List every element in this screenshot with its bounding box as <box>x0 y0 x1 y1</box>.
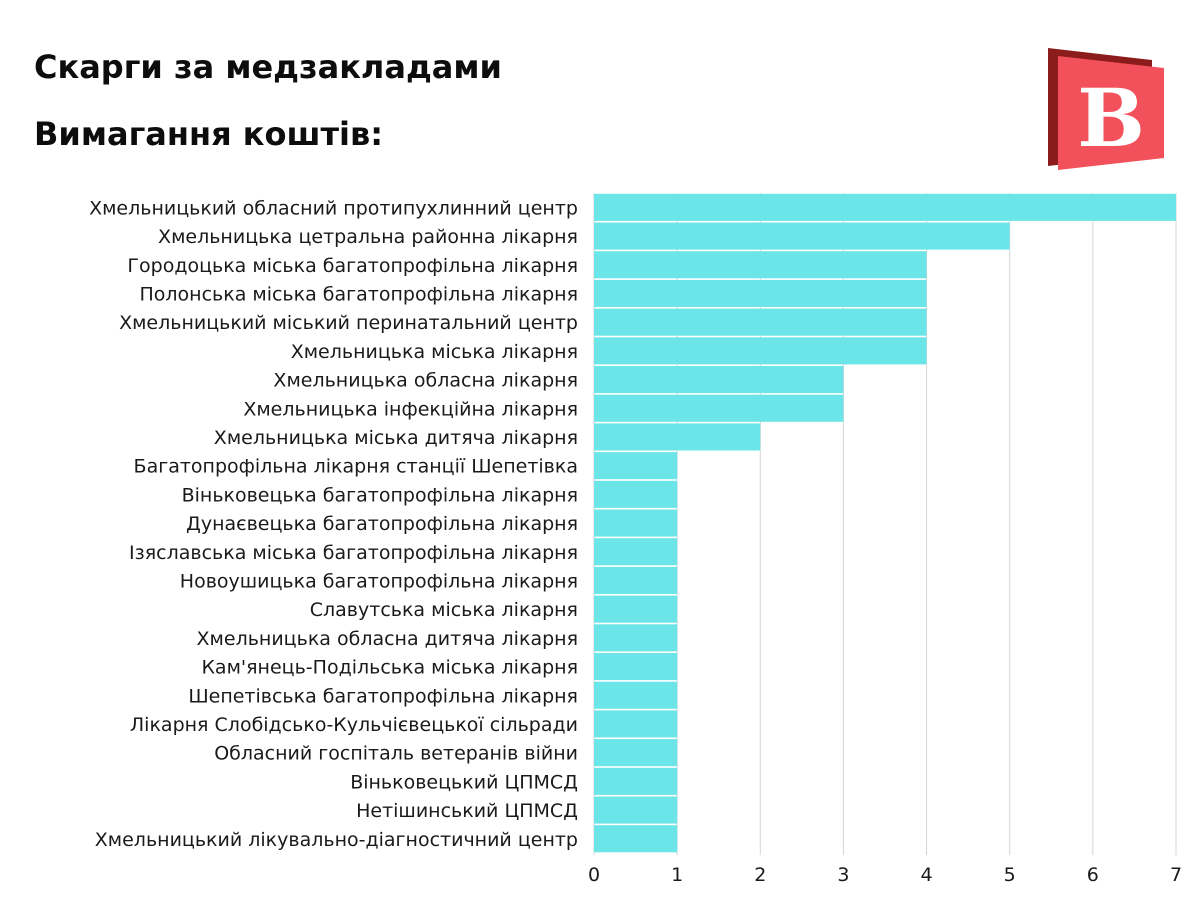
category-label: Хмельницька міська лікарня <box>291 341 578 363</box>
category-labels: Хмельницький обласний протипухлинний цен… <box>89 197 578 850</box>
category-label: Новоушицька багатопрофільна лікарня <box>180 570 578 592</box>
category-label: Хмельницький міський перинатальний центр <box>119 312 578 334</box>
logo-front-shape <box>1058 56 1164 170</box>
logo-letter: B <box>1077 71 1145 165</box>
category-label: Славутська міська лікарня <box>310 599 578 621</box>
x-tick-label: 4 <box>921 864 933 886</box>
bar <box>594 452 678 480</box>
bar <box>594 509 678 537</box>
bar <box>594 624 678 652</box>
chart-subtitle: Вимагання коштів: <box>34 115 384 153</box>
bar <box>594 423 761 451</box>
category-label: Хмельницька міська дитяча лікарня <box>214 427 578 449</box>
category-label: Шепетівська багатопрофільна лікарня <box>188 685 578 707</box>
bar <box>594 279 927 307</box>
category-label: Кам'янець-Подільська міська лікарня <box>201 657 578 679</box>
bar <box>594 796 678 824</box>
bar <box>594 337 927 365</box>
category-label: Хмельницька обласна лікарня <box>273 370 578 392</box>
bars <box>594 193 1176 853</box>
category-label: Віньковецький ЦПМСД <box>350 771 578 793</box>
category-label: Нетішинський ЦПМСД <box>356 800 578 822</box>
chart-title: Скарги за медзакладами <box>34 48 502 86</box>
bar <box>594 222 1010 250</box>
x-tick-label: 7 <box>1170 864 1182 886</box>
category-label: Хмельницька цетральна районна лікарня <box>158 226 578 248</box>
bar <box>594 710 678 738</box>
bar <box>594 394 844 422</box>
bar <box>594 251 927 279</box>
category-label: Полонська міська багатопрофільна лікарня <box>139 283 578 305</box>
bar <box>594 538 678 566</box>
bar <box>594 595 678 623</box>
bar <box>594 653 678 681</box>
x-tick-label: 6 <box>1087 864 1099 886</box>
category-label: Хмельницька інфекційна лікарня <box>243 398 578 420</box>
bar <box>594 566 678 594</box>
category-label: Хмельницька обласна дитяча лікарня <box>197 628 578 650</box>
category-label: Дунаєвецька багатопрофільна лікарня <box>186 513 578 535</box>
bar <box>594 739 678 767</box>
bar <box>594 681 678 709</box>
x-tick-label: 1 <box>671 864 683 886</box>
category-label: Хмельницький обласний протипухлинний цен… <box>89 197 578 219</box>
x-tick-label: 2 <box>754 864 766 886</box>
category-label: Ізяславська міська багатопрофільна лікар… <box>129 542 578 564</box>
bar <box>594 480 678 508</box>
category-label: Лікарня Слобідсько-Кульчієвецької сільра… <box>130 714 578 736</box>
category-label: Обласний госпіталь ветеранів війни <box>214 743 578 765</box>
category-label: Городоцька міська багатопрофільна лікарн… <box>127 255 578 277</box>
bar <box>594 193 1176 221</box>
bar <box>594 825 678 853</box>
x-tick-label: 5 <box>1004 864 1016 886</box>
x-tick-labels: 0 1 2 3 4 5 6 7 <box>588 864 1182 886</box>
x-tick-label: 3 <box>837 864 849 886</box>
bar <box>594 366 844 394</box>
bar <box>594 767 678 795</box>
category-label: Багатопрофільна лікарня станції Шепетівк… <box>134 456 578 478</box>
category-label: Хмельницький лікувально-діагностичний це… <box>95 829 578 851</box>
x-tick-label: 0 <box>588 864 600 886</box>
logo-b-icon: B <box>1048 48 1164 170</box>
category-label: Віньковецька багатопрофільна лікарня <box>182 484 578 506</box>
bar <box>594 308 927 336</box>
